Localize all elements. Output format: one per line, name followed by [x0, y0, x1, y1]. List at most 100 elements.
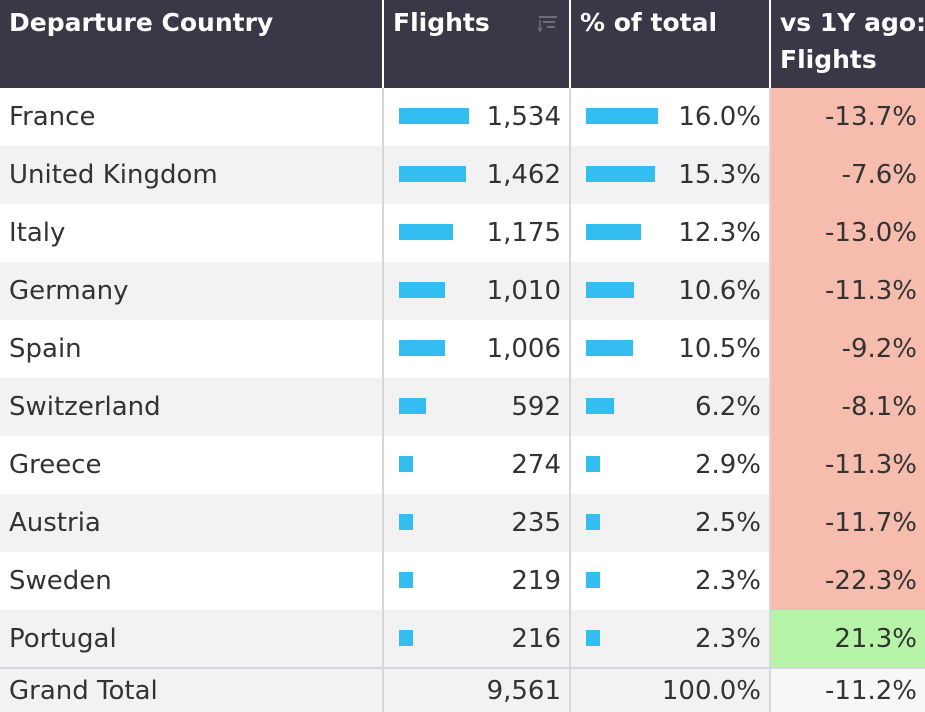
- table-row[interactable]: France 1,534 16.0% -13.7%: [0, 88, 925, 146]
- grand-total-row: Grand Total 9,561 100.0% -11.2%: [0, 667, 925, 712]
- pct-total-value: 6.2%: [694, 392, 761, 422]
- cell-flights: 1,534: [383, 88, 571, 146]
- cell-pct-total: 16.0%: [570, 88, 771, 146]
- column-header-yoy[interactable]: vs 1Y ago: Flights: [770, 0, 925, 88]
- flights-value: 1,175: [486, 218, 561, 248]
- table-row[interactable]: Germany 1,010 10.6% -11.3%: [0, 262, 925, 320]
- flights-bar: [399, 166, 466, 182]
- column-header-flights[interactable]: Flights: [383, 0, 571, 88]
- pct-total-value: 2.9%: [694, 450, 761, 480]
- pct-total-bar: [586, 629, 600, 646]
- flights-bar: [399, 340, 445, 356]
- pct-total-bar: [586, 224, 641, 240]
- flights-value: 592: [511, 392, 561, 422]
- cell-flights: 1,462: [383, 146, 571, 204]
- cell-country: Sweden: [0, 552, 384, 610]
- cell-country: Germany: [0, 262, 384, 320]
- flights-bar: [399, 629, 413, 646]
- pct-total-value: 10.6%: [678, 276, 761, 306]
- flights-value: 274: [511, 450, 561, 480]
- column-header-yoy-line2: Flights: [780, 45, 877, 74]
- pct-total-value: 15.3%: [678, 160, 761, 190]
- cell-flights: 274: [383, 436, 571, 494]
- pct-total-value: 12.3%: [678, 218, 761, 248]
- flights-bar: [399, 224, 453, 240]
- table-row[interactable]: Italy 1,175 12.3% -13.0%: [0, 204, 925, 262]
- cell-country: Austria: [0, 494, 384, 552]
- header-row: Departure Country Flights % of total vs …: [0, 0, 925, 88]
- cell-flights: 235: [383, 494, 571, 552]
- cell-pct-total: 15.3%: [570, 146, 771, 204]
- pct-total-value: 2.3%: [694, 566, 761, 596]
- cell-yoy-change: 21.3%: [770, 610, 925, 668]
- cell-flights: 1,006: [383, 320, 571, 378]
- flights-value: 1,006: [486, 334, 561, 364]
- cell-flights: 1,175: [383, 204, 571, 262]
- flights-bar: [399, 398, 426, 414]
- pct-total-value: 10.5%: [678, 334, 761, 364]
- cell-country: United Kingdom: [0, 146, 384, 204]
- cell-flights: 219: [383, 552, 571, 610]
- cell-pct-total: 10.6%: [570, 262, 771, 320]
- cell-country: Switzerland: [0, 378, 384, 436]
- total-label: Grand Total: [0, 667, 384, 712]
- column-header-pct-total[interactable]: % of total: [570, 0, 771, 88]
- cell-pct-total: 2.9%: [570, 436, 771, 494]
- cell-yoy-change: -22.3%: [770, 552, 925, 610]
- cell-flights: 216: [383, 610, 571, 668]
- flights-value: 1,462: [486, 160, 561, 190]
- pct-total-bar: [586, 398, 614, 414]
- table-row[interactable]: Greece 274 2.9% -11.3%: [0, 436, 925, 494]
- flights-bar: [399, 282, 445, 298]
- flights-value: 219: [511, 566, 561, 596]
- total-yoy: -11.2%: [770, 667, 925, 712]
- table-row[interactable]: Sweden 219 2.3% -22.3%: [0, 552, 925, 610]
- cell-yoy-change: -8.1%: [770, 378, 925, 436]
- cell-country: Portugal: [0, 610, 384, 668]
- column-header-flights-label: Flights: [393, 8, 490, 37]
- pct-total-value: 2.5%: [694, 508, 761, 538]
- cell-pct-total: 6.2%: [570, 378, 771, 436]
- flights-bar: [399, 572, 413, 588]
- cell-country: Italy: [0, 204, 384, 262]
- cell-yoy-change: -11.7%: [770, 494, 925, 552]
- cell-country: Spain: [0, 320, 384, 378]
- cell-yoy-change: -9.2%: [770, 320, 925, 378]
- cell-pct-total: 10.5%: [570, 320, 771, 378]
- column-header-country[interactable]: Departure Country: [0, 0, 384, 88]
- cell-yoy-change: -7.6%: [770, 146, 925, 204]
- flights-value: 1,010: [486, 276, 561, 306]
- cell-pct-total: 2.3%: [570, 610, 771, 668]
- table-row[interactable]: Spain 1,006 10.5% -9.2%: [0, 320, 925, 378]
- cell-yoy-change: -13.0%: [770, 204, 925, 262]
- pct-total-bar: [586, 166, 655, 182]
- pct-total-bar: [586, 456, 600, 472]
- flights-bar: [399, 456, 413, 472]
- flights-value: 216: [511, 623, 561, 654]
- table-row[interactable]: Portugal 216 2.3% 21.3%: [0, 610, 925, 668]
- flights-bar: [399, 514, 413, 530]
- column-header-pct-total-label: % of total: [580, 8, 718, 37]
- pct-total-value: 16.0%: [678, 102, 761, 132]
- cell-country: Greece: [0, 436, 384, 494]
- flights-value: 1,534: [486, 102, 561, 132]
- table-row[interactable]: United Kingdom 1,462 15.3% -7.6%: [0, 146, 925, 204]
- sort-descending-icon[interactable]: [537, 6, 559, 33]
- pct-total-bar: [586, 514, 600, 530]
- cell-yoy-change: -11.3%: [770, 262, 925, 320]
- pct-total-bar: [586, 282, 634, 298]
- pct-total-bar: [586, 572, 600, 588]
- total-pct: 100.0%: [570, 667, 771, 712]
- cell-flights: 592: [383, 378, 571, 436]
- flights-bar: [399, 108, 469, 124]
- pct-total-bar: [586, 108, 658, 124]
- cell-yoy-change: -13.7%: [770, 88, 925, 146]
- pct-total-value: 2.3%: [694, 623, 761, 654]
- flights-value: 235: [511, 508, 561, 538]
- cell-pct-total: 2.3%: [570, 552, 771, 610]
- table-row[interactable]: Austria 235 2.5% -11.7%: [0, 494, 925, 552]
- cell-yoy-change: -11.3%: [770, 436, 925, 494]
- table-row[interactable]: Switzerland 592 6.2% -8.1%: [0, 378, 925, 436]
- column-header-yoy-line1: vs 1Y ago:: [780, 8, 925, 37]
